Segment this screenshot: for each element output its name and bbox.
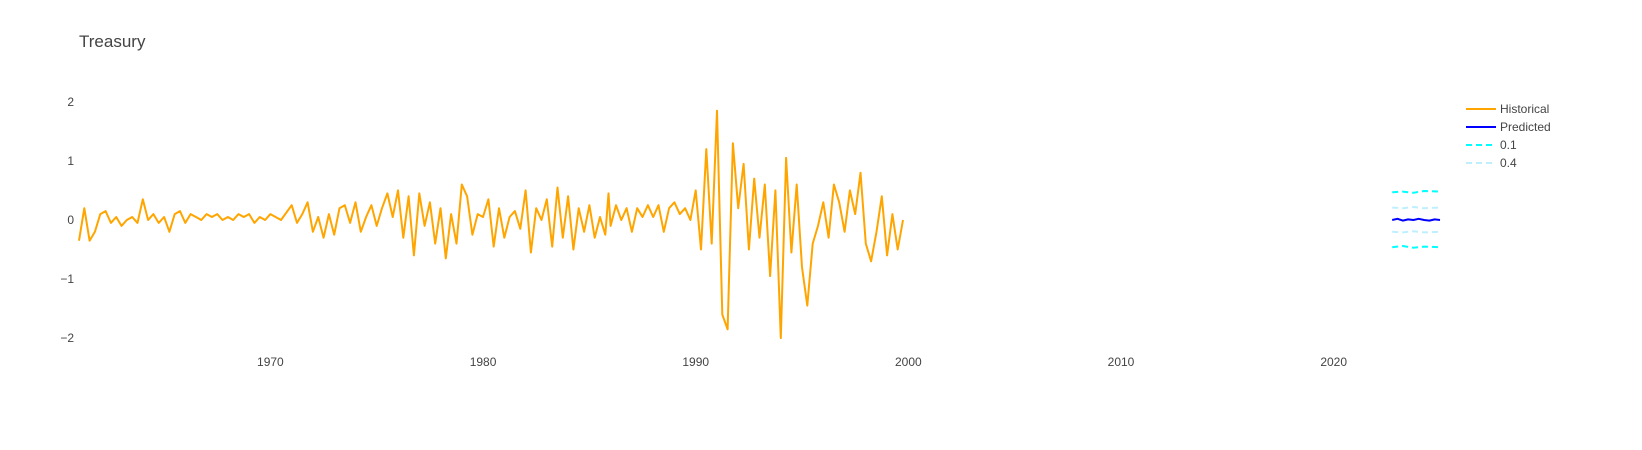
y-tick-label: 2 — [67, 95, 74, 109]
legend-label: Historical — [1500, 102, 1549, 116]
legend-label: 0.1 — [1500, 138, 1517, 152]
series-line-0-4 — [1392, 206, 1441, 210]
legend-item-historical[interactable]: Historical — [1466, 102, 1549, 116]
legend-label: Predicted — [1500, 120, 1551, 134]
x-tick-label: 1970 — [257, 355, 284, 369]
series-line-0-1 — [1392, 190, 1441, 194]
x-tick-label: 1980 — [470, 355, 497, 369]
legend-item-predicted[interactable]: Predicted — [1466, 120, 1551, 134]
y-tick-label: 1 — [67, 154, 74, 168]
x-tick-label: 2020 — [1320, 355, 1347, 369]
legend-item-0-1[interactable]: 0.1 — [1466, 138, 1517, 152]
x-axis-ticks: 1970 1980 1990 2000 2010 2020 — [257, 355, 1347, 369]
x-tick-label: 2000 — [895, 355, 922, 369]
series-line-band-3 — [1392, 245, 1441, 249]
y-tick-label: 0 — [67, 213, 74, 227]
y-axis-ticks: 2 1 0 −1 −2 — [60, 95, 74, 345]
x-tick-label: 2010 — [1108, 355, 1135, 369]
series-line-historical — [78, 109, 904, 340]
series-line-predicted — [1391, 217, 1441, 222]
legend-item-0-4[interactable]: 0.4 — [1466, 156, 1517, 170]
legend-label: 0.4 — [1500, 156, 1517, 170]
y-tick-label: −1 — [60, 272, 74, 286]
y-tick-label: −2 — [60, 331, 74, 345]
series-line-band-5 — [1392, 230, 1441, 234]
x-tick-label: 1990 — [682, 355, 709, 369]
legend[interactable]: Historical Predicted 0.1 0.4 — [1466, 102, 1551, 170]
chart-title: Treasury — [79, 32, 146, 51]
series-layer — [78, 109, 1441, 340]
